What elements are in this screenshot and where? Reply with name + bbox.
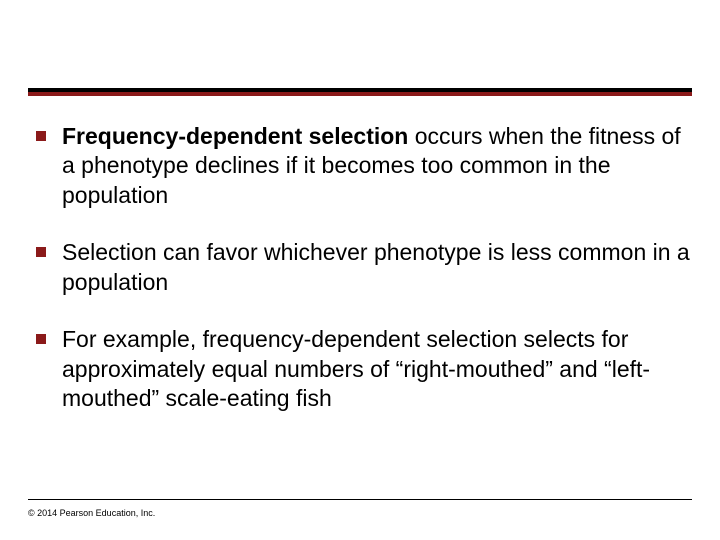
bottom-rule — [28, 499, 692, 500]
bullet-text: For example, frequency-dependent selecti… — [62, 326, 650, 411]
accent-rule — [28, 92, 692, 96]
copyright-text: © 2014 Pearson Education, Inc. — [28, 508, 155, 518]
content-area: Frequency-dependent selection occurs whe… — [28, 122, 692, 442]
bullet-list: Frequency-dependent selection occurs whe… — [28, 122, 692, 414]
slide: Frequency-dependent selection occurs whe… — [0, 0, 720, 540]
list-item: Selection can favor whichever phenotype … — [28, 238, 692, 297]
bullet-bold-lead: Frequency-dependent selection — [62, 123, 408, 149]
list-item: For example, frequency-dependent selecti… — [28, 325, 692, 413]
bullet-text: Selection can favor whichever phenotype … — [62, 239, 690, 294]
list-item: Frequency-dependent selection occurs whe… — [28, 122, 692, 210]
